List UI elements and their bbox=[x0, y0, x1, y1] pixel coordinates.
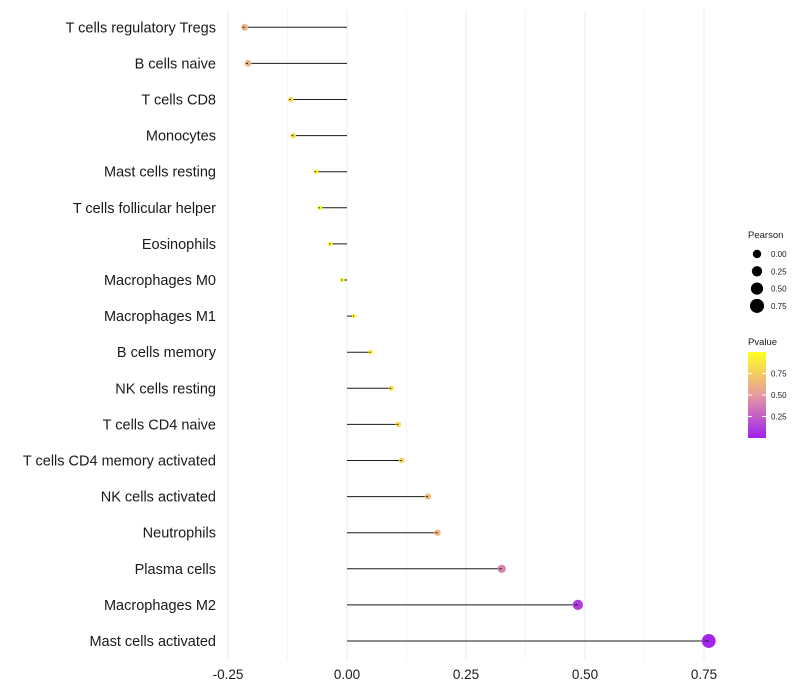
category-labels: T cells regulatory Tregs B cells naive T c… bbox=[23, 20, 217, 650]
size-legend-title: Pearson bbox=[748, 230, 783, 241]
x-tick-label: 0.00 bbox=[334, 667, 360, 682]
color-legend-label: 0.50 bbox=[771, 391, 787, 400]
x-tick-label: 0.25 bbox=[453, 667, 479, 682]
category-label: Macrophages M1 bbox=[104, 309, 216, 325]
color-legend: Pvalue 0.75 0.50 0.25 bbox=[748, 337, 787, 438]
category-label: T cells CD4 naive bbox=[103, 417, 216, 433]
category-label: B cells memory bbox=[117, 345, 217, 361]
size-legend-label: 0.00 bbox=[771, 250, 787, 259]
category-label: NK cells activated bbox=[101, 490, 216, 506]
size-legend-dot bbox=[751, 266, 763, 277]
category-label: T cells CD4 memory activated bbox=[23, 454, 216, 470]
category-label: T cells follicular helper bbox=[73, 201, 216, 217]
lollipop-stems bbox=[244, 26, 709, 642]
color-legend-label: 0.25 bbox=[771, 413, 787, 422]
category-label: B cells naive bbox=[135, 56, 216, 72]
size-legend-dot bbox=[750, 282, 764, 295]
category-label: Macrophages M2 bbox=[104, 598, 216, 614]
x-axis-ticks: -0.25 0.00 0.25 0.50 0.75 bbox=[213, 667, 718, 682]
size-legend-label: 0.50 bbox=[771, 285, 787, 294]
size-legend: Pearson 0.00 0.25 0.50 0.75 bbox=[748, 230, 787, 313]
category-label: Plasma cells bbox=[135, 562, 216, 578]
size-legend-label: 0.25 bbox=[771, 267, 787, 276]
category-label: Monocytes bbox=[146, 129, 216, 145]
x-tick-label: 0.75 bbox=[691, 667, 717, 682]
category-label: Mast cells activated bbox=[89, 634, 216, 650]
category-label: T cells CD8 bbox=[141, 93, 216, 109]
color-legend-title: Pvalue bbox=[748, 337, 777, 348]
color-legend-bar bbox=[748, 352, 766, 438]
category-label: NK cells resting bbox=[115, 381, 216, 397]
x-tick-label: 0.50 bbox=[572, 667, 598, 682]
size-legend-dot bbox=[749, 298, 765, 313]
category-label: Eosinophils bbox=[142, 237, 216, 253]
legend: Pearson 0.00 0.25 0.50 0.75 Pvalue 0.75 0.50… bbox=[748, 230, 787, 438]
lollipop-points bbox=[241, 23, 716, 648]
category-label: Mast cells resting bbox=[104, 165, 216, 181]
grid-lines bbox=[227, 10, 705, 660]
size-legend-label: 0.75 bbox=[771, 302, 787, 311]
color-legend-label: 0.75 bbox=[771, 370, 787, 379]
x-tick-label: -0.25 bbox=[213, 667, 244, 682]
category-label: T cells regulatory Tregs bbox=[66, 20, 216, 36]
category-label: Neutrophils bbox=[143, 526, 216, 542]
category-label: Macrophages M0 bbox=[104, 273, 216, 289]
size-legend-dot bbox=[752, 249, 762, 259]
